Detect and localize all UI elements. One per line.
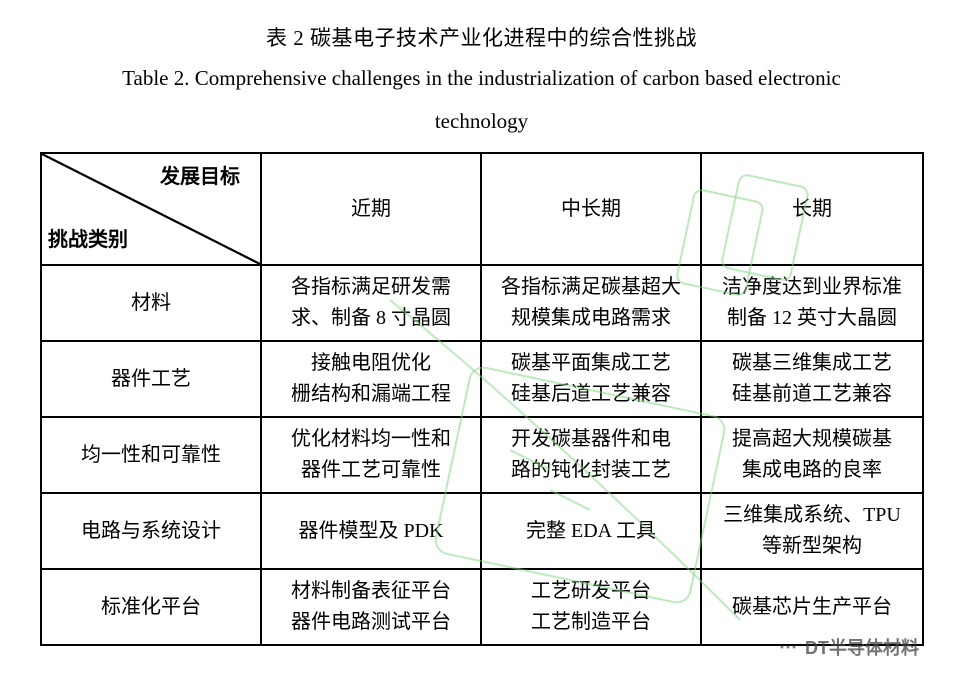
cell: 碳基平面集成工艺硅基后道工艺兼容 — [481, 341, 701, 417]
cell: 各指标满足研发需求、制备 8 寸晶圆 — [261, 265, 481, 341]
cell: 完整 EDA 工具 — [481, 493, 701, 569]
col-header-near-term: 近期 — [261, 153, 481, 265]
diagonal-header-cell: 发展目标 挑战类别 — [41, 153, 261, 265]
col-header-long-term: 长期 — [701, 153, 923, 265]
row-label: 标准化平台 — [41, 569, 261, 645]
table-row: 均一性和可靠性 优化材料均一性和器件工艺可靠性 开发碳基器件和电路的钝化封装工艺… — [41, 417, 923, 493]
cell: 开发碳基器件和电路的钝化封装工艺 — [481, 417, 701, 493]
cell: 材料制备表征平台器件电路测试平台 — [261, 569, 481, 645]
cell: 碳基芯片生产平台 — [701, 569, 923, 645]
row-label: 均一性和可靠性 — [41, 417, 261, 493]
caption-chinese: 表 2 碳基电子技术产业化进程中的综合性挑战 — [40, 22, 923, 52]
row-label: 电路与系统设计 — [41, 493, 261, 569]
caption-english-line1: Table 2. Comprehensive challenges in the… — [40, 66, 923, 91]
col-header-mid-long-term: 中长期 — [481, 153, 701, 265]
cell: 各指标满足碳基超大规模集成电路需求 — [481, 265, 701, 341]
cell: 碳基三维集成工艺硅基前道工艺兼容 — [701, 341, 923, 417]
row-label: 材料 — [41, 265, 261, 341]
cell: 器件模型及 PDK — [261, 493, 481, 569]
cell: 优化材料均一性和器件工艺可靠性 — [261, 417, 481, 493]
caption-english-line2: technology — [40, 109, 923, 134]
cell: 接触电阻优化栅结构和漏端工程 — [261, 341, 481, 417]
row-label: 器件工艺 — [41, 341, 261, 417]
table-header-row: 发展目标 挑战类别 近期 中长期 长期 — [41, 153, 923, 265]
page: 表 2 碳基电子技术产业化进程中的综合性挑战 Table 2. Comprehe… — [0, 0, 963, 686]
header-row-axis-label: 挑战类别 — [48, 225, 128, 256]
cell: 三维集成系统、TPU等新型架构 — [701, 493, 923, 569]
cell: 提高超大规模碳基集成电路的良率 — [701, 417, 923, 493]
table-row: 器件工艺 接触电阻优化栅结构和漏端工程 碳基平面集成工艺硅基后道工艺兼容 碳基三… — [41, 341, 923, 417]
header-col-axis-label: 发展目标 — [160, 162, 240, 193]
table-row: 标准化平台 材料制备表征平台器件电路测试平台 工艺研发平台工艺制造平台 碳基芯片… — [41, 569, 923, 645]
cell: 工艺研发平台工艺制造平台 — [481, 569, 701, 645]
challenges-table: 发展目标 挑战类别 近期 中长期 长期 材料 各指标满足研发需求、制备 8 寸晶… — [40, 152, 924, 646]
cell: 洁净度达到业界标准制备 12 英寸大晶圆 — [701, 265, 923, 341]
table-row: 电路与系统设计 器件模型及 PDK 完整 EDA 工具 三维集成系统、TPU等新… — [41, 493, 923, 569]
table-row: 材料 各指标满足研发需求、制备 8 寸晶圆 各指标满足碳基超大规模集成电路需求 … — [41, 265, 923, 341]
